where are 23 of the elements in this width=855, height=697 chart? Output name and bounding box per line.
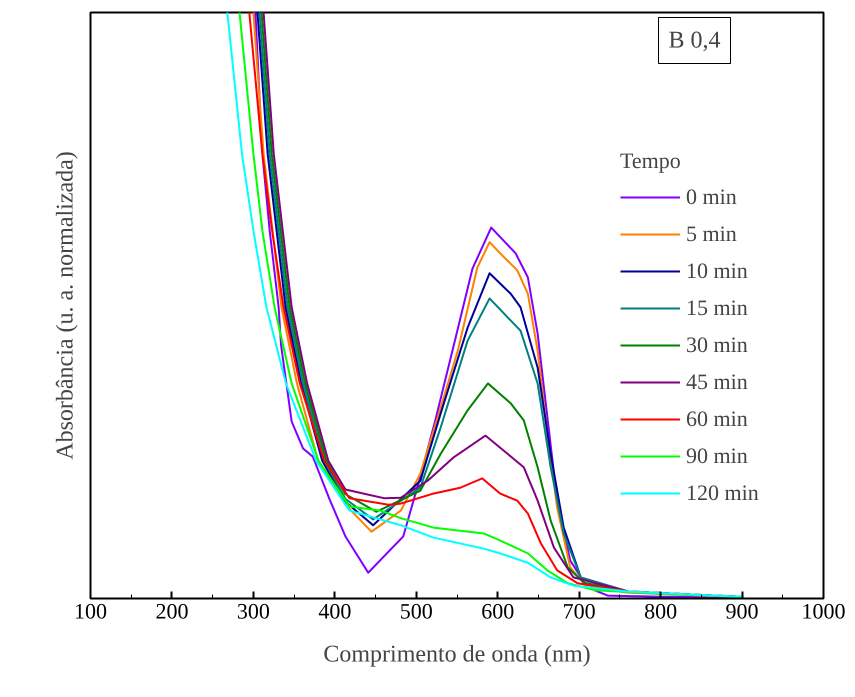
y-axis-title: Absorbância (u. a. normalizada)	[52, 151, 78, 460]
x-tick-label: 400	[318, 598, 352, 624]
legend-label: 0 min	[686, 183, 737, 211]
legend-label: 10 min	[686, 257, 748, 285]
legend-label: 45 min	[686, 368, 748, 396]
legend-label: 15 min	[686, 294, 748, 322]
x-tick-label: 600	[481, 598, 514, 624]
legend-title: Tempo	[620, 148, 682, 174]
x-tick-label: 300	[236, 598, 270, 624]
legend-label: 30 min	[686, 331, 748, 359]
x-tick-label: 100	[74, 598, 107, 624]
annotation: B 0,4	[668, 28, 721, 54]
x-tick-label: 1000	[802, 598, 846, 624]
x-tick-label: 900	[726, 598, 759, 624]
legend-label: 120 min	[686, 479, 759, 507]
x-tick-label: 700	[562, 598, 596, 624]
x-axis-title: Comprimento de onda (nm)	[323, 642, 591, 668]
x-tick-label: 800	[644, 598, 678, 624]
legend-label: 90 min	[686, 442, 748, 470]
legend-label: 60 min	[686, 405, 748, 433]
legend-label: 5 min	[686, 220, 737, 248]
x-tick-label: 200	[155, 598, 188, 624]
x-tick-label: 500	[400, 598, 433, 624]
